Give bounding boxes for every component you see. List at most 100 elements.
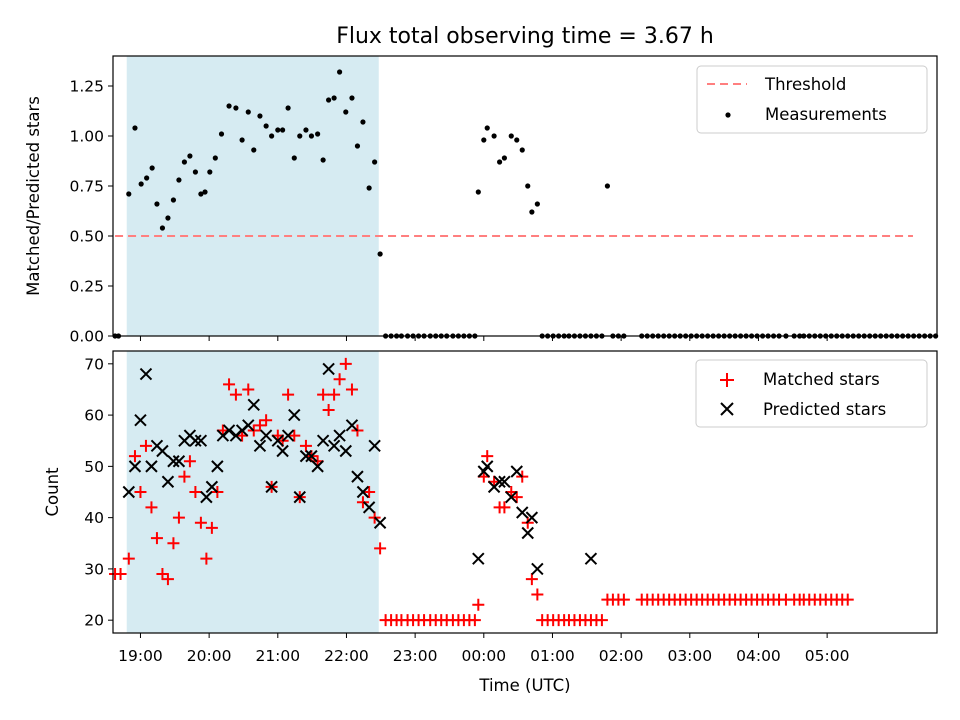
legend-threshold-label: Threshold	[764, 75, 846, 94]
measurement-point	[496, 159, 503, 165]
predicted-star-point	[145, 460, 158, 473]
top-y-tick-label: 0.75	[69, 178, 104, 196]
matched-star-point	[122, 552, 135, 565]
x-tick-label: 21:00	[255, 647, 300, 665]
measurement-point	[239, 137, 245, 143]
predicted-star-point	[134, 414, 147, 427]
matched-star-point	[223, 378, 236, 391]
matched-star-point	[161, 573, 174, 586]
matched-star-point	[510, 491, 523, 504]
x-tick-label: 05:00	[805, 647, 850, 665]
predicted-star-point	[259, 429, 273, 442]
predicted-star-point	[172, 455, 186, 468]
measurement-point	[354, 143, 361, 149]
predicted-star-point	[288, 408, 301, 422]
measurement-point	[303, 127, 309, 133]
measurement-point	[132, 125, 138, 131]
measurement-point	[326, 97, 332, 103]
predicted-star-point	[167, 455, 180, 468]
predicted-star-point	[128, 460, 142, 473]
matched-star-point	[498, 501, 511, 514]
measurement-point	[280, 127, 286, 133]
x-tick-label: 19:00	[118, 647, 163, 665]
top-axes-frame	[112, 55, 938, 337]
x-tick-label: 00:00	[461, 647, 506, 665]
predicted-star-point	[276, 444, 289, 458]
bottom-y-tick-label: 20	[84, 612, 104, 630]
matched-star-point	[145, 501, 158, 514]
predicted-star-point	[222, 424, 236, 437]
measurement-point	[275, 127, 281, 133]
matched-star-point	[288, 429, 301, 442]
predicted-star-point	[584, 552, 598, 565]
bottom-y-tick-label: 30	[84, 560, 104, 578]
chart-title: Flux total observing time = 3.67 h	[336, 24, 714, 49]
predicted-star-point	[205, 480, 219, 494]
matched-star-point	[282, 388, 295, 401]
matched-star-point	[156, 568, 169, 581]
measurement-point	[165, 215, 171, 221]
x-tick-label: 20:00	[187, 647, 232, 665]
measurement-point	[170, 197, 177, 203]
top-shaded-span	[126, 56, 379, 336]
measurement-point	[181, 159, 188, 165]
x-tick-label: 01:00	[530, 647, 575, 665]
measurement-point	[263, 123, 269, 129]
legend-measurements-swatch	[725, 112, 731, 118]
measurement-point	[331, 95, 337, 101]
predicted-star-point	[481, 460, 494, 473]
top-x-ticks	[139, 336, 828, 341]
predicted-star-point	[356, 485, 370, 499]
measurement-point	[343, 109, 349, 115]
top-y-ticks: 0.00 0.25 0.50 0.75 1.00 1.25	[69, 78, 113, 346]
measurement-point	[269, 133, 275, 139]
measurement-point	[144, 175, 150, 181]
legend-predicted-label: Predicted stars	[763, 400, 886, 419]
matched-star-point	[134, 486, 147, 498]
predicted-star-point	[345, 419, 359, 432]
top-panel: 0.00 0.25 0.50 0.75 1.00 1.25 Matched/Predict…	[24, 55, 939, 346]
x-tick-label: 04:00	[736, 647, 781, 665]
measurement-point	[484, 125, 490, 131]
predicted-star-point	[211, 460, 224, 473]
predicted-star-point	[510, 465, 523, 478]
measurement-point	[212, 155, 218, 161]
bottom-y-tick-label: 70	[84, 355, 104, 373]
matched-star-point	[345, 383, 358, 396]
predicted-star-point	[339, 444, 352, 458]
predicted-star-point	[327, 439, 341, 453]
predicted-star-point	[322, 362, 335, 376]
bottom-y-tick-label: 40	[84, 509, 104, 527]
measurement-point	[372, 159, 378, 165]
x-tick-label: 02:00	[599, 647, 644, 665]
matched-star-point	[472, 598, 485, 611]
measurement-point	[604, 183, 611, 189]
bottom-marks	[109, 357, 854, 627]
measurement-point	[126, 191, 132, 197]
bottom-shaded-span	[126, 351, 379, 633]
matched-star-point	[333, 373, 346, 386]
measurement-point	[514, 137, 520, 143]
matched-star-point	[139, 439, 152, 452]
top-legend-frame	[696, 65, 928, 134]
measurement-point	[251, 147, 257, 153]
predicted-star-point	[200, 490, 213, 504]
predicted-star-point	[189, 434, 202, 447]
matched-star-point	[328, 388, 341, 401]
measurement-point	[491, 133, 497, 139]
measurement-point	[315, 131, 321, 137]
bottom-legend-frame	[695, 359, 928, 428]
matched-star-point	[374, 542, 387, 555]
predicted-star-point	[265, 480, 278, 494]
predicted-star-point	[293, 490, 306, 504]
matched-star-point	[114, 568, 127, 581]
legend-measurements-label: Measurements	[765, 105, 887, 124]
measurement-point	[154, 201, 160, 207]
bottom-legend: Matched stars Predicted stars	[695, 359, 928, 428]
measurement-point	[297, 133, 303, 139]
matched-star-point	[468, 614, 481, 627]
predicted-star-point	[139, 367, 153, 381]
predicted-star-point	[498, 475, 511, 488]
measurement-point	[233, 105, 239, 111]
bottom-y-axis-label: Count	[43, 467, 62, 517]
